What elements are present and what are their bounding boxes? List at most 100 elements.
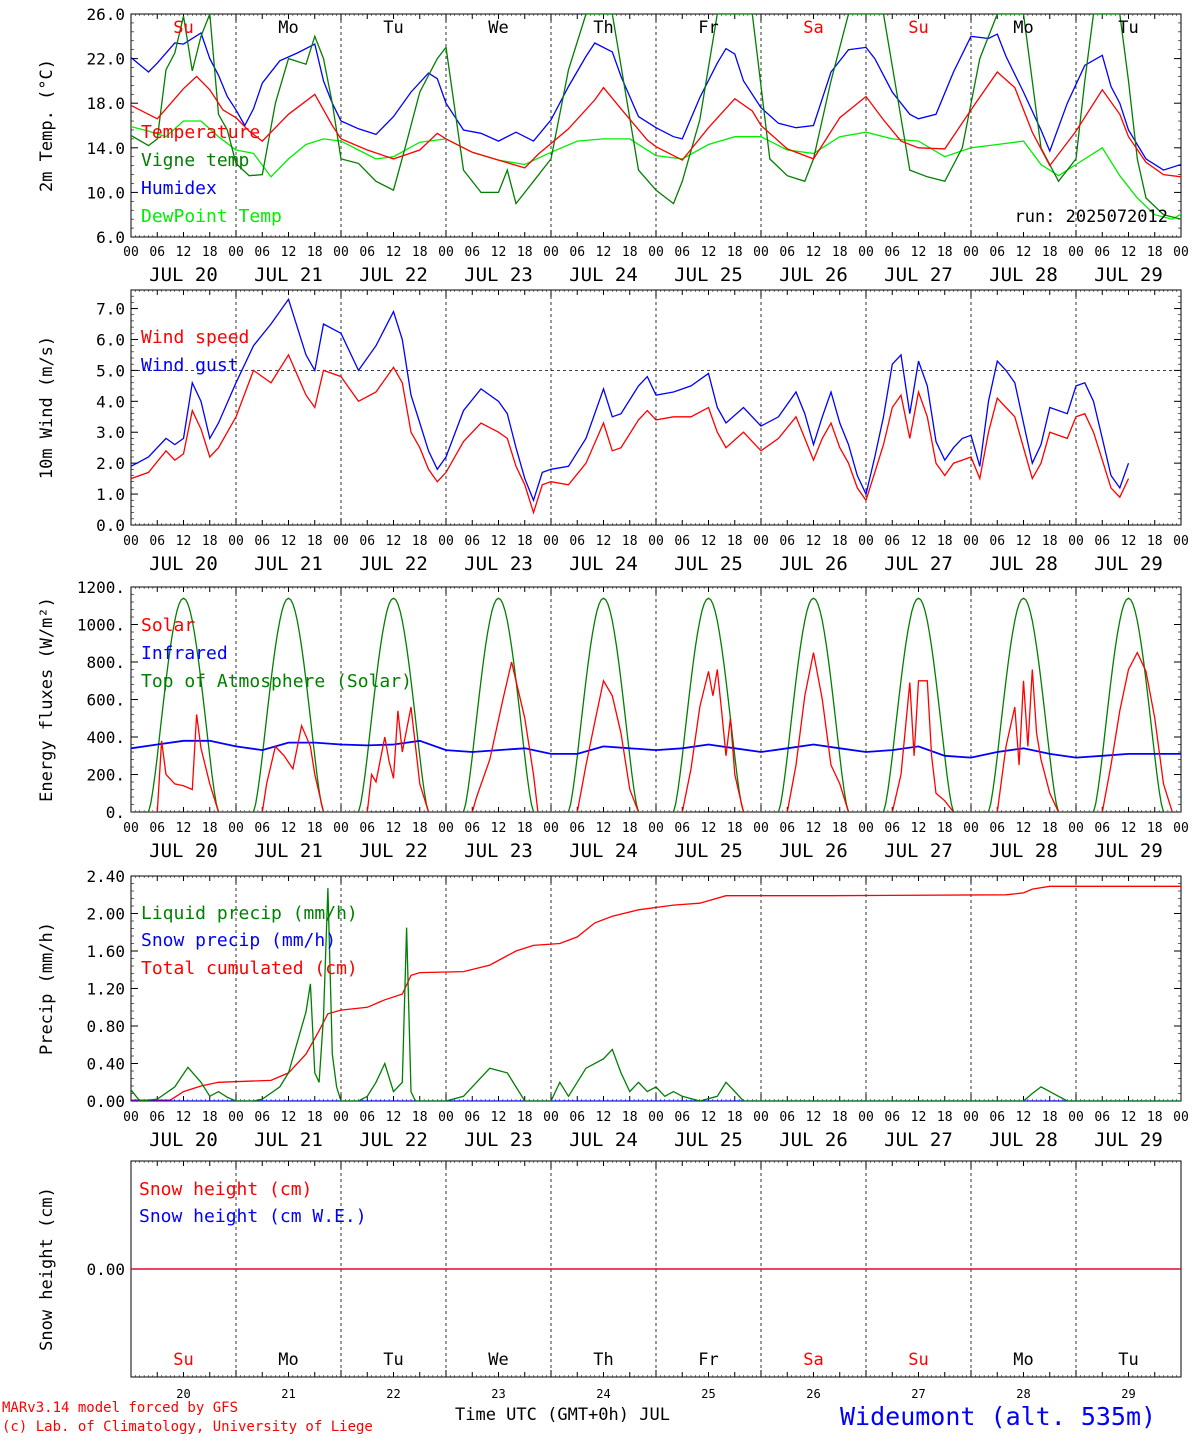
y-tick-label: 1000. xyxy=(77,616,125,635)
date-number: 26 xyxy=(806,1387,820,1401)
hour-tick-label: 12 xyxy=(1016,821,1032,836)
hour-tick-label: 06 xyxy=(989,821,1005,836)
hour-tick-label: 00 xyxy=(858,1110,874,1125)
weekday-label: Su xyxy=(173,1350,193,1370)
hour-tick-label: 06 xyxy=(464,1110,480,1125)
hour-tick-label: 00 xyxy=(123,534,139,549)
day-label: JUL 27 xyxy=(884,1129,953,1151)
hour-tick-label: 18 xyxy=(622,534,638,549)
hour-tick-label: 12 xyxy=(281,534,297,549)
hour-tick-label: 06 xyxy=(149,245,165,260)
hour-tick-label: 06 xyxy=(569,534,585,549)
y-tick-label: 3.0 xyxy=(96,423,125,442)
hour-tick-label: 18 xyxy=(307,245,323,260)
credit-line-1: MARv3.14 model forced by GFS xyxy=(2,1400,239,1416)
hour-tick-label: 00 xyxy=(648,1110,664,1125)
legend-entry: Temperature xyxy=(141,122,260,143)
day-label: JUL 29 xyxy=(1094,840,1163,862)
y-tick-label: 1.60 xyxy=(86,942,125,961)
hour-tick-label: 06 xyxy=(359,245,375,260)
hour-tick-label: 06 xyxy=(359,534,375,549)
hour-tick-label: 12 xyxy=(1016,534,1032,549)
hour-tick-label: 12 xyxy=(176,821,192,836)
hour-tick-label: 00 xyxy=(228,534,244,549)
weekday-label: Fr xyxy=(698,18,718,38)
hour-tick-label: 00 xyxy=(438,821,454,836)
hour-tick-label: 00 xyxy=(1173,534,1189,549)
hour-tick-label: 06 xyxy=(464,821,480,836)
day-label: JUL 25 xyxy=(674,264,743,286)
hour-tick-label: 12 xyxy=(491,1110,507,1125)
hour-tick-label: 06 xyxy=(779,534,795,549)
hour-tick-label: 00 xyxy=(648,245,664,260)
day-label: JUL 20 xyxy=(149,840,218,862)
day-label: JUL 23 xyxy=(464,840,533,862)
hour-tick-label: 00 xyxy=(1068,1110,1084,1125)
day-label: JUL 23 xyxy=(464,553,533,575)
weekday-label: Mo xyxy=(278,1350,298,1370)
legend-entry: Solar xyxy=(141,615,195,636)
hour-tick-label: 06 xyxy=(884,821,900,836)
date-number: 23 xyxy=(491,1387,505,1401)
hour-tick-label: 00 xyxy=(438,1110,454,1125)
weekday-label: Mo xyxy=(1013,18,1033,38)
hour-tick-label: 00 xyxy=(753,245,769,260)
series-humidex xyxy=(131,32,1181,171)
hour-tick-label: 12 xyxy=(596,245,612,260)
hour-tick-label: 00 xyxy=(1068,245,1084,260)
hour-tick-label: 06 xyxy=(884,534,900,549)
hour-tick-label: 06 xyxy=(1094,245,1110,260)
legend-entry: Infrared xyxy=(141,643,228,664)
y-tick-label: 26.0 xyxy=(86,5,125,24)
day-label: JUL 24 xyxy=(569,264,638,286)
day-label: JUL 22 xyxy=(359,840,428,862)
day-label: JUL 27 xyxy=(884,840,953,862)
hour-tick-label: 18 xyxy=(1042,1110,1058,1125)
hour-tick-label: 06 xyxy=(359,821,375,836)
weekday-label: Tu xyxy=(383,18,403,38)
hour-tick-label: 12 xyxy=(701,821,717,836)
y-tick-label: 4.0 xyxy=(96,392,125,411)
credit-line-2: (c) Lab. of Climatology, University of L… xyxy=(2,1419,373,1435)
day-label: JUL 29 xyxy=(1094,553,1163,575)
weekday-label: Mo xyxy=(278,18,298,38)
hour-tick-label: 06 xyxy=(464,245,480,260)
hour-tick-label: 18 xyxy=(622,1110,638,1125)
y-tick-label: 600. xyxy=(86,691,125,710)
hour-tick-label: 12 xyxy=(281,1110,297,1125)
hour-tick-label: 18 xyxy=(937,534,953,549)
hour-tick-label: 12 xyxy=(491,821,507,836)
plot-frame-energy xyxy=(130,586,1182,813)
hour-tick-label: 06 xyxy=(1094,1110,1110,1125)
weekday-label: Mo xyxy=(1013,1350,1033,1370)
hour-tick-label: 00 xyxy=(333,245,349,260)
hour-tick-label: 00 xyxy=(858,245,874,260)
hour-tick-label: 00 xyxy=(858,534,874,549)
hour-tick-label: 00 xyxy=(1173,1110,1189,1125)
hour-tick-label: 00 xyxy=(963,245,979,260)
hour-tick-label: 18 xyxy=(517,821,533,836)
x-axis-title: Time UTC (GMT+0h) JUL xyxy=(455,1405,670,1425)
y-tick-label: 6.0 xyxy=(96,228,125,247)
hour-tick-label: 06 xyxy=(779,821,795,836)
hour-tick-label: 06 xyxy=(674,1110,690,1125)
day-label: JUL 22 xyxy=(359,553,428,575)
hour-tick-label: 12 xyxy=(701,1110,717,1125)
series-wind-speed xyxy=(131,353,1130,515)
y-tick-label: 2.00 xyxy=(86,905,125,924)
hour-tick-label: 00 xyxy=(333,1110,349,1125)
weekday-label: Su xyxy=(908,18,928,38)
hour-tick-label: 06 xyxy=(569,821,585,836)
day-label: JUL 28 xyxy=(989,264,1058,286)
hour-tick-label: 18 xyxy=(1042,245,1058,260)
hour-tick-label: 06 xyxy=(674,821,690,836)
hour-tick-label: 06 xyxy=(254,821,270,836)
day-label: JUL 22 xyxy=(359,1129,428,1151)
hour-tick-label: 18 xyxy=(412,534,428,549)
y-tick-label: 18.0 xyxy=(86,94,125,113)
hour-tick-label: 00 xyxy=(963,1110,979,1125)
hour-tick-label: 12 xyxy=(386,821,402,836)
series-temperature xyxy=(131,71,1181,178)
hour-tick-label: 12 xyxy=(176,1110,192,1125)
hour-tick-label: 06 xyxy=(359,1110,375,1125)
